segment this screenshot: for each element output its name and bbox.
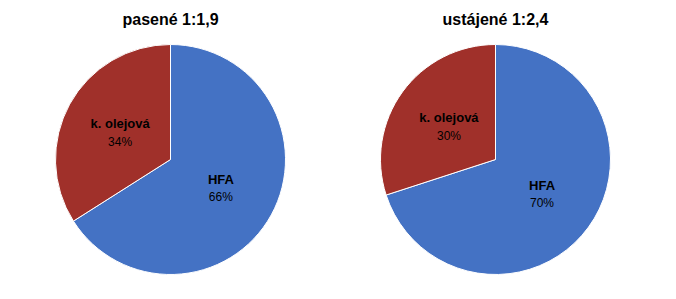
svg-text:70%: 70% bbox=[530, 196, 554, 210]
svg-text:30%: 30% bbox=[437, 129, 461, 143]
svg-text:HFA: HFA bbox=[529, 178, 556, 193]
svg-text:66%: 66% bbox=[209, 190, 233, 204]
svg-text:34%: 34% bbox=[108, 135, 132, 149]
html-text:ustájené 1:2,4: ustájené 1:2,4 bbox=[442, 11, 549, 28]
svg-text:HFA: HFA bbox=[208, 172, 235, 187]
html-text:pasené 1:1,9: pasené 1:1,9 bbox=[122, 11, 219, 28]
svg-text:k. olejová: k. olejová bbox=[90, 116, 150, 131]
svg-text:k. olejová: k. olejová bbox=[419, 110, 479, 125]
